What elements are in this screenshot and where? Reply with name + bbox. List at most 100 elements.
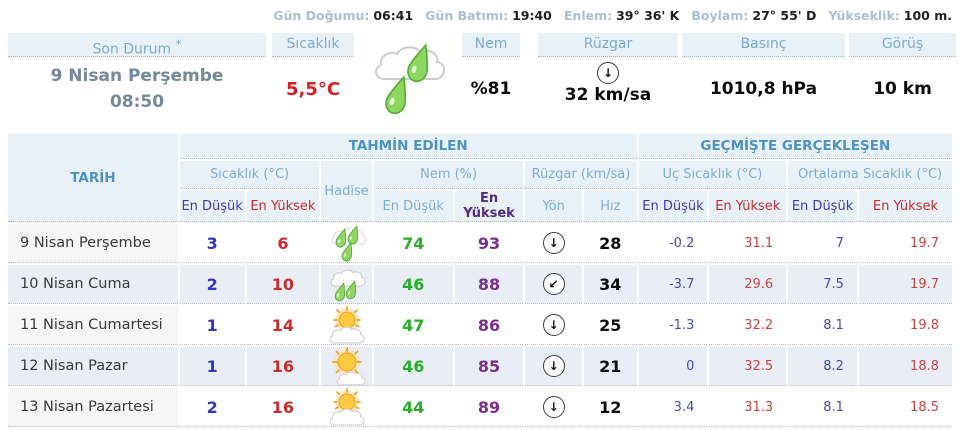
wind-speed: 21 <box>583 347 637 386</box>
avg-max: 19.7 <box>858 224 952 263</box>
ext-min: -1.3 <box>638 306 708 345</box>
forecast-row: 10 Nisan Cuma 2 10 46 88 ↙ 34 -3.7 29.6 … <box>8 265 952 304</box>
wind-direction-icon: ↓ <box>542 395 565 418</box>
current-pressure: 1010,8 hPa <box>709 79 818 99</box>
latitude-info: Enlem: 39° 36' K <box>563 7 680 23</box>
ext-max: 31.1 <box>709 224 787 263</box>
ext-max: 32.2 <box>709 306 787 345</box>
wind-speed: 28 <box>583 224 637 263</box>
rain-cloud-icon <box>375 43 446 115</box>
sunset-info: Gün Batımı: 19:40 <box>425 7 552 23</box>
longitude-info: Boylam: 27° 55' D <box>691 7 817 23</box>
wind-dir-cell: ↙ <box>525 265 582 304</box>
son-durum-header: Son Durum * <box>8 33 266 58</box>
wind-dir-header: Yön <box>525 191 582 222</box>
current-date: 9 Nisan Perşembe <box>50 66 224 86</box>
tarih-column-header: TARİH <box>8 134 178 222</box>
row-date: 11 Nisan Cumartesi <box>8 306 178 345</box>
temperature-subheader: Sıcaklık (°C) <box>179 161 320 189</box>
condition-subheader: Hadise <box>321 161 372 222</box>
temp-min: 2 <box>179 265 245 304</box>
row-date: 10 Nisan Cuma <box>8 265 178 304</box>
avg-max: 18.8 <box>858 347 952 386</box>
temp-min: 3 <box>179 224 245 263</box>
history-group-header: GEÇMİŞTE GERÇEKLEŞEN <box>638 134 952 159</box>
hum-min: 74 <box>373 224 453 263</box>
wind-direction-icon: ↙ <box>542 272 565 295</box>
temp-max: 16 <box>246 347 320 386</box>
hum-min: 46 <box>373 347 453 386</box>
forecast-row: 13 Nisan Pazartesi 2 16 44 89 ↓ 12 3.4 3… <box>8 388 952 427</box>
current-conditions: Son Durum * 9 Nisan Perşembe 08:50 Sıcak… <box>8 33 962 121</box>
wind-direction-icon: ↓ <box>542 313 565 336</box>
temp-min-header: En Düşük <box>179 191 245 222</box>
wind-speed: 25 <box>583 306 637 345</box>
avg-min: 7 <box>788 224 857 263</box>
temp-max: 10 <box>246 265 320 304</box>
ext-min: 0 <box>638 347 708 386</box>
sun-behind-cloud-icon <box>321 388 372 427</box>
forecast-group-header: TAHMİN EDİLEN <box>179 134 637 159</box>
forecast-row: 12 Nisan Pazar 1 16 46 85 ↓ 21 0 32.5 8.… <box>8 347 952 386</box>
wind-direction-icon: ↓ <box>597 62 619 84</box>
ext-min-header: En Düşük <box>638 191 708 222</box>
altitude-info: Yükseklik: 100 m. <box>828 7 952 23</box>
temp-max: 16 <box>246 388 320 427</box>
extreme-temp-subheader: Uç Sıcaklık (°C) <box>638 161 787 189</box>
wind-dir-cell: ↓ <box>525 347 582 386</box>
row-date: 12 Nisan Pazar <box>8 347 178 386</box>
temp-max: 14 <box>246 306 320 345</box>
current-datetime: 9 Nisan Perşembe 08:50 <box>8 57 266 115</box>
current-humidity: %81 <box>470 79 512 99</box>
current-wind: ↓ 32 km/sa <box>538 57 678 105</box>
temp-max: 6 <box>246 224 320 263</box>
gorus-header: Görüş <box>849 33 956 57</box>
wind-speed: 12 <box>583 388 637 427</box>
forecast-row: 11 Nisan Cumartesi 1 14 47 86 ↓ 25 -1.3 … <box>8 306 952 345</box>
row-date: 9 Nisan Perşembe <box>8 224 178 263</box>
avg-max-header: En Yüksek <box>858 191 952 222</box>
nem-header: Nem <box>462 33 520 57</box>
hum-max: 89 <box>454 388 524 427</box>
temp-max-header: En Yüksek <box>246 191 320 222</box>
current-time: 08:50 <box>109 91 165 112</box>
ext-max-header: En Yüksek <box>709 191 787 222</box>
mostly-sunny-icon <box>321 347 372 386</box>
hum-max-header: En Yüksek <box>454 191 524 222</box>
avg-max: 19.7 <box>858 265 952 304</box>
row-date: 13 Nisan Pazartesi <box>8 388 178 427</box>
sunrise-info: Gün Doğumu: 06:41 <box>273 7 414 23</box>
humidity-subheader: Nem (%) <box>373 161 524 189</box>
wind-subheader: Rüzgar (km/sa) <box>525 161 637 189</box>
ext-max: 31.3 <box>709 388 787 427</box>
current-temperature: 5,5°C <box>285 79 341 100</box>
current-pressure-column: Basınç 1010,8 hPa <box>682 33 845 121</box>
avg-min-header: En Düşük <box>788 191 857 222</box>
geo-info-bar: Gün Doğumu: 06:41 Gün Batımı: 19:40 Enle… <box>0 0 962 27</box>
temp-min: 1 <box>179 306 245 345</box>
avg-min: 8.1 <box>788 388 857 427</box>
hum-max: 93 <box>454 224 524 263</box>
wind-direction-icon: ↓ <box>542 354 565 377</box>
heavy-rain-icon <box>321 224 372 263</box>
current-visibility-column: Görüş 10 km <box>849 33 956 121</box>
hum-min: 47 <box>373 306 453 345</box>
basinc-header: Basınç <box>682 33 845 57</box>
average-temp-subheader: Ortalama Sıcaklık (°C) <box>788 161 952 189</box>
hum-max: 85 <box>454 347 524 386</box>
current-humidity-column: Nem %81 <box>462 33 520 121</box>
current-station-column: Son Durum * 9 Nisan Perşembe 08:50 <box>8 33 266 121</box>
ruzgar-header: Rüzgar <box>538 33 678 57</box>
forecast-row: 9 Nisan Perşembe 3 6 74 93 ↓ 28 -0.2 31.… <box>8 224 952 263</box>
hum-max: 86 <box>454 306 524 345</box>
avg-max: 19.8 <box>858 306 952 345</box>
wind-direction-icon: ↓ <box>542 231 565 254</box>
wind-dir-cell: ↓ <box>525 224 582 263</box>
sicaklik-header: Sıcaklık <box>272 33 354 57</box>
ext-min: -3.7 <box>638 265 708 304</box>
ext-max: 32.5 <box>709 347 787 386</box>
hum-min: 46 <box>373 265 453 304</box>
hum-min-header: En Düşük <box>373 191 453 222</box>
avg-max: 18.5 <box>858 388 952 427</box>
wind-dir-cell: ↓ <box>525 388 582 427</box>
